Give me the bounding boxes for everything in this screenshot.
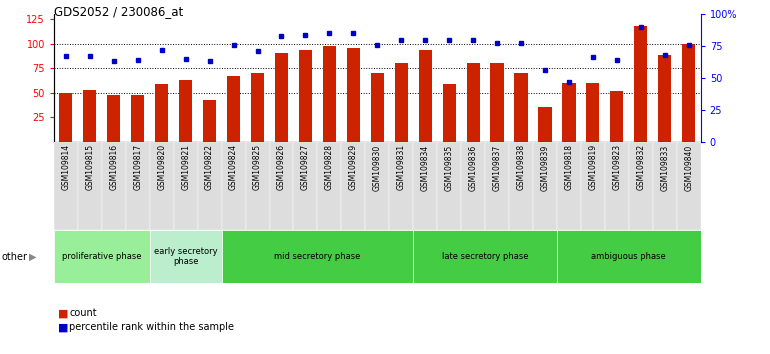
Bar [83, 90, 96, 142]
Bar [461, 142, 485, 230]
Bar [557, 230, 701, 283]
Text: GSM109828: GSM109828 [325, 144, 334, 190]
Bar [203, 101, 216, 142]
Text: ▶: ▶ [29, 252, 37, 262]
Bar [59, 93, 72, 142]
Bar [413, 230, 557, 283]
Text: GDS2052 / 230086_at: GDS2052 / 230086_at [54, 5, 183, 18]
Text: GSM109831: GSM109831 [397, 144, 406, 190]
Text: GSM109818: GSM109818 [564, 144, 574, 190]
Bar [437, 142, 461, 230]
Bar [509, 142, 533, 230]
Text: ambiguous phase: ambiguous phase [591, 252, 666, 261]
Text: GSM109816: GSM109816 [109, 144, 119, 190]
Text: other: other [2, 252, 28, 262]
Bar [251, 73, 264, 142]
Text: GSM109838: GSM109838 [517, 144, 526, 190]
Bar [198, 142, 222, 230]
Bar [514, 73, 527, 142]
Bar [370, 73, 384, 142]
Bar [443, 84, 456, 142]
Bar [78, 142, 102, 230]
Bar [682, 44, 695, 142]
Bar [390, 142, 413, 230]
Text: GSM109829: GSM109829 [349, 144, 358, 190]
Bar [538, 107, 551, 142]
Bar [557, 142, 581, 230]
Bar [246, 142, 270, 230]
Bar [395, 63, 408, 142]
Text: GSM109836: GSM109836 [469, 144, 477, 190]
Text: ■: ■ [58, 308, 69, 318]
Bar [293, 142, 317, 230]
Bar [222, 230, 413, 283]
Bar [629, 142, 653, 230]
Bar [317, 142, 341, 230]
Bar [490, 63, 504, 142]
Text: GSM109817: GSM109817 [133, 144, 142, 190]
Bar [131, 95, 144, 142]
Text: GSM109834: GSM109834 [420, 144, 430, 190]
Text: GSM109819: GSM109819 [588, 144, 598, 190]
Bar [346, 48, 360, 142]
Text: ■: ■ [58, 322, 69, 332]
Text: GSM109827: GSM109827 [301, 144, 310, 190]
Text: GSM109832: GSM109832 [636, 144, 645, 190]
Text: GSM109830: GSM109830 [373, 144, 382, 190]
Bar [299, 50, 312, 142]
Bar [467, 63, 480, 142]
Bar [54, 142, 78, 230]
Bar [634, 26, 648, 142]
Bar [677, 142, 701, 230]
Text: GSM109822: GSM109822 [205, 144, 214, 190]
Text: GSM109840: GSM109840 [685, 144, 693, 190]
Bar [323, 46, 336, 142]
Bar [275, 53, 288, 142]
Text: GSM109821: GSM109821 [181, 144, 190, 190]
Text: GSM109833: GSM109833 [660, 144, 669, 190]
Text: GSM109825: GSM109825 [253, 144, 262, 190]
Bar [155, 84, 169, 142]
Bar [149, 230, 222, 283]
Bar [270, 142, 293, 230]
Bar [562, 83, 575, 142]
Text: GSM109826: GSM109826 [277, 144, 286, 190]
Bar [102, 142, 126, 230]
Text: GSM109835: GSM109835 [444, 144, 454, 190]
Bar [533, 142, 557, 230]
Bar [341, 142, 365, 230]
Bar [107, 95, 120, 142]
Bar [653, 142, 677, 230]
Text: percentile rank within the sample: percentile rank within the sample [69, 322, 234, 332]
Text: GSM109815: GSM109815 [85, 144, 95, 190]
Text: count: count [69, 308, 97, 318]
Bar [485, 142, 509, 230]
Bar [658, 55, 671, 142]
Text: GSM109823: GSM109823 [612, 144, 621, 190]
Bar [149, 142, 174, 230]
Bar [54, 230, 149, 283]
Text: mid secretory phase: mid secretory phase [274, 252, 360, 261]
Text: GSM109820: GSM109820 [157, 144, 166, 190]
Bar [586, 83, 600, 142]
Bar [413, 142, 437, 230]
Bar [581, 142, 605, 230]
Text: late secretory phase: late secretory phase [442, 252, 528, 261]
Bar [222, 142, 246, 230]
Text: GSM109837: GSM109837 [493, 144, 501, 190]
Text: proliferative phase: proliferative phase [62, 252, 142, 261]
Bar [174, 142, 198, 230]
Text: GSM109814: GSM109814 [62, 144, 70, 190]
Bar [126, 142, 149, 230]
Bar [227, 76, 240, 142]
Bar [419, 50, 432, 142]
Text: GSM109839: GSM109839 [541, 144, 550, 190]
Bar [365, 142, 390, 230]
Text: early secretory
phase: early secretory phase [154, 247, 217, 266]
Bar [605, 142, 629, 230]
Text: GSM109824: GSM109824 [229, 144, 238, 190]
Bar [179, 80, 192, 142]
Bar [611, 91, 624, 142]
